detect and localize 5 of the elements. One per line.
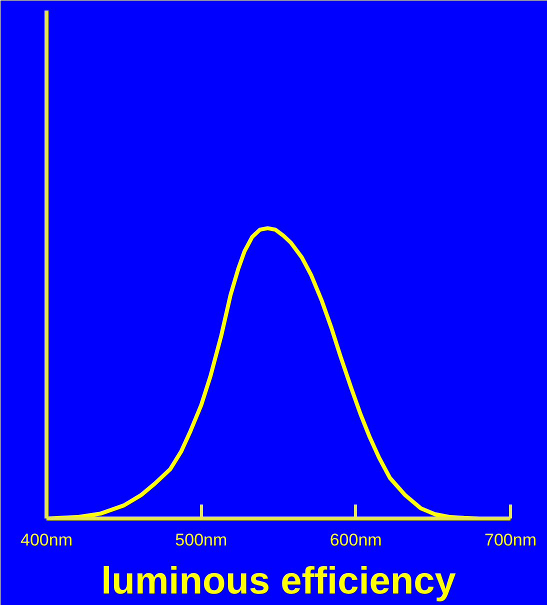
x-axis-title: luminous efficiency	[101, 560, 456, 602]
x-tick-label: 400nm	[20, 530, 72, 550]
x-tick-label: 500nm	[175, 530, 228, 550]
x-tick-label: 600nm	[330, 530, 382, 550]
x-tick-label: 700nm	[484, 530, 536, 550]
